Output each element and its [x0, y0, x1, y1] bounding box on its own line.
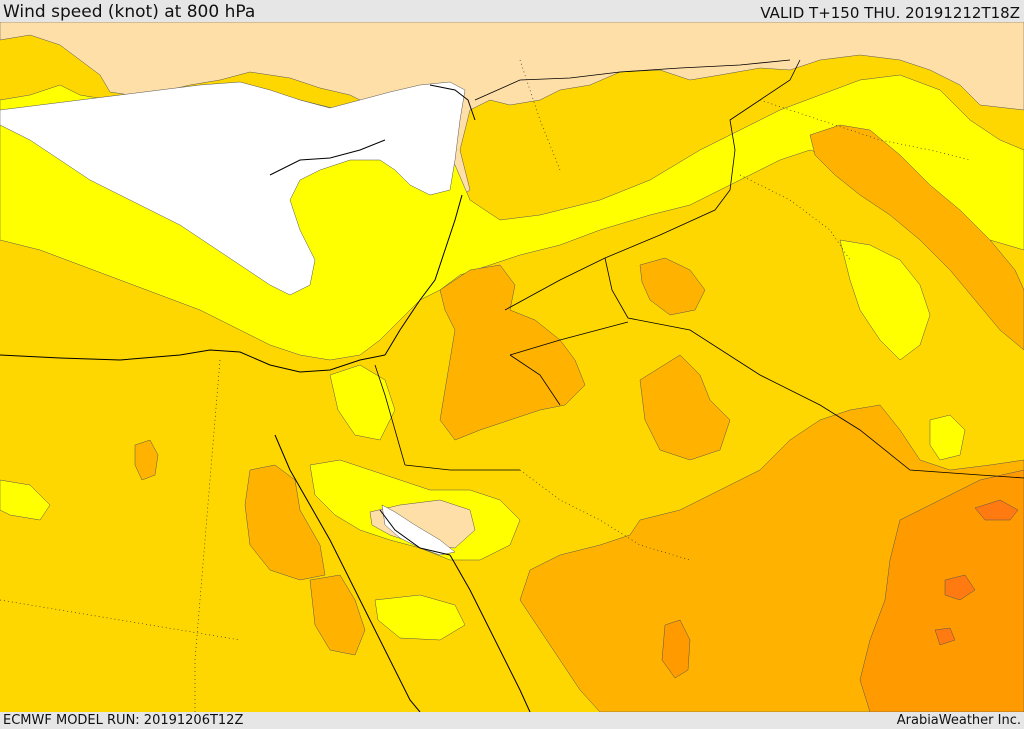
- fresh-pocket-libya: [134, 439, 159, 481]
- minor-borders: [0, 59, 971, 712]
- strong-pocket-arabia: [661, 619, 691, 679]
- very-strong-pocket-2: [974, 499, 1019, 521]
- fresh-region-iraq-east: [809, 124, 1024, 351]
- white-region-sea: [0, 81, 466, 296]
- light-pocket-redsea: [374, 594, 466, 641]
- light-pocket-sw: [0, 479, 51, 521]
- wind-speed-map: [0, 22, 1024, 712]
- fresh-pocket-jordan-east: [639, 257, 706, 316]
- borders: [374, 59, 1024, 479]
- strong-region-se: [859, 469, 1024, 712]
- coastlines: [0, 84, 531, 712]
- light-pocket-jordan: [329, 364, 396, 441]
- light-pocket-east: [929, 414, 966, 461]
- fresh-region-syria: [439, 264, 586, 441]
- very-strong-pocket-3: [934, 627, 956, 646]
- white-pocket-aqaba: [381, 504, 456, 556]
- credit-label: ArabiaWeather Inc.: [896, 713, 1021, 728]
- valid-time: VALID T+150 THU. 20191212T18Z: [760, 4, 1020, 22]
- light-pocket-iraq: [839, 239, 931, 361]
- header-bar: Wind speed (knot) at 800 hPa VALID T+150…: [0, 0, 1024, 22]
- footer-bar: ECMWF MODEL RUN: 20191206T12Z ArabiaWeat…: [0, 712, 1024, 729]
- map-title: Wind speed (knot) at 800 hPa: [3, 2, 256, 22]
- fresh-pocket-egypt-2: [309, 574, 366, 656]
- fresh-pocket-egypt: [244, 464, 326, 581]
- model-run-label: ECMWF MODEL RUN: 20191206T12Z: [3, 713, 244, 728]
- fresh-pocket-saudi: [639, 354, 731, 461]
- calm-pocket-aqaba: [369, 499, 476, 549]
- very-strong-pocket: [944, 574, 976, 601]
